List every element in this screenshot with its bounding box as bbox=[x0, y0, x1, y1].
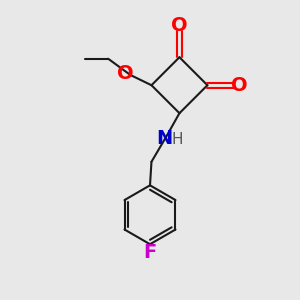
Text: O: O bbox=[171, 16, 188, 35]
Text: O: O bbox=[117, 64, 133, 83]
Text: F: F bbox=[143, 243, 157, 262]
Text: N: N bbox=[157, 129, 173, 148]
Text: O: O bbox=[232, 76, 248, 95]
Text: H: H bbox=[172, 132, 183, 147]
